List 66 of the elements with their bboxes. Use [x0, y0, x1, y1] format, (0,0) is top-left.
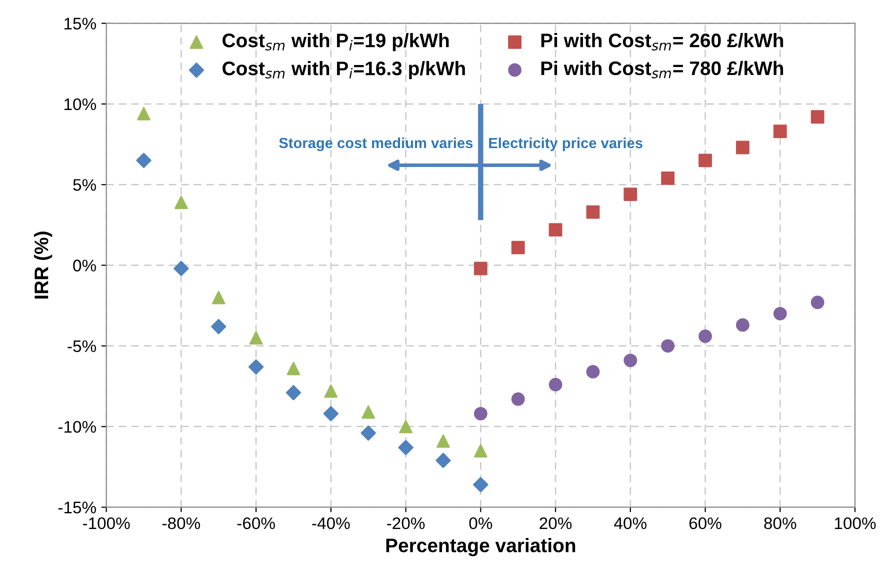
point [473, 476, 488, 492]
point [474, 406, 488, 420]
y-tick-label: -15% [58, 502, 96, 514]
point [548, 223, 562, 236]
point [624, 354, 638, 368]
legend-label: Cost$_{sm}$ with P$_{i}$=16.3 p/kWh [222, 61, 465, 80]
point [736, 318, 750, 332]
legend-label: Pi with Cost$_{sm}$= 260 £/kWh [541, 33, 784, 51]
point [174, 260, 189, 276]
y-tick-label: -5% [68, 340, 96, 352]
point [323, 406, 339, 422]
point [548, 378, 562, 392]
x-tick-label: -40% [312, 517, 350, 530]
point [436, 452, 451, 468]
y-axis-title: IRR (%) [34, 232, 52, 299]
y-tick-label: 5% [73, 179, 96, 191]
legend-label: Cost$_{sm}$ with P$_{i}$=19 p/kWh [222, 33, 449, 52]
point [362, 405, 376, 419]
x-tick-label: -60% [237, 517, 275, 530]
x-tick-label: -80% [162, 517, 200, 530]
y-tick-label: 10% [64, 98, 96, 110]
point [210, 318, 226, 334]
y-tick-label: -10% [58, 420, 96, 433]
point [773, 306, 787, 320]
point [474, 444, 488, 458]
point [586, 365, 600, 378]
point [249, 331, 263, 345]
point [810, 110, 824, 124]
point [212, 290, 226, 304]
point [360, 425, 376, 441]
point [698, 154, 712, 168]
point [137, 106, 150, 120]
point [174, 196, 188, 210]
point [286, 385, 302, 400]
x-tick-label: 60% [689, 517, 722, 530]
annotation: Storage cost medium varies [279, 137, 473, 152]
x-tick-label: -100% [82, 517, 130, 530]
point [661, 339, 675, 353]
x-tick-label: 0% [469, 517, 492, 530]
annotation: Electricity price varies [489, 137, 642, 152]
legend-label: Pi with Cost$_{sm}$= 780 £/kWh [541, 60, 784, 78]
point [661, 171, 675, 185]
point [624, 188, 638, 202]
point [511, 240, 525, 254]
x-tick-label: 100% [834, 517, 876, 530]
point [136, 152, 152, 168]
point [810, 296, 824, 310]
x-tick-label: 80% [764, 517, 796, 530]
y-tick-label: 15% [64, 18, 96, 30]
point [398, 440, 414, 456]
point [736, 140, 750, 154]
point [511, 392, 525, 406]
point [698, 330, 712, 343]
point [248, 359, 264, 375]
x-tick-label: 40% [614, 517, 646, 530]
point [474, 262, 488, 276]
point [586, 205, 600, 219]
x-tick-label: -20% [387, 517, 425, 530]
point [286, 362, 300, 376]
y-tick-label: 0% [73, 260, 96, 272]
point [436, 434, 450, 448]
x-tick-label: 20% [540, 517, 572, 530]
point [399, 420, 412, 434]
x-axis-title: Percentage variation [386, 538, 576, 556]
point [773, 124, 787, 138]
point [324, 384, 338, 398]
